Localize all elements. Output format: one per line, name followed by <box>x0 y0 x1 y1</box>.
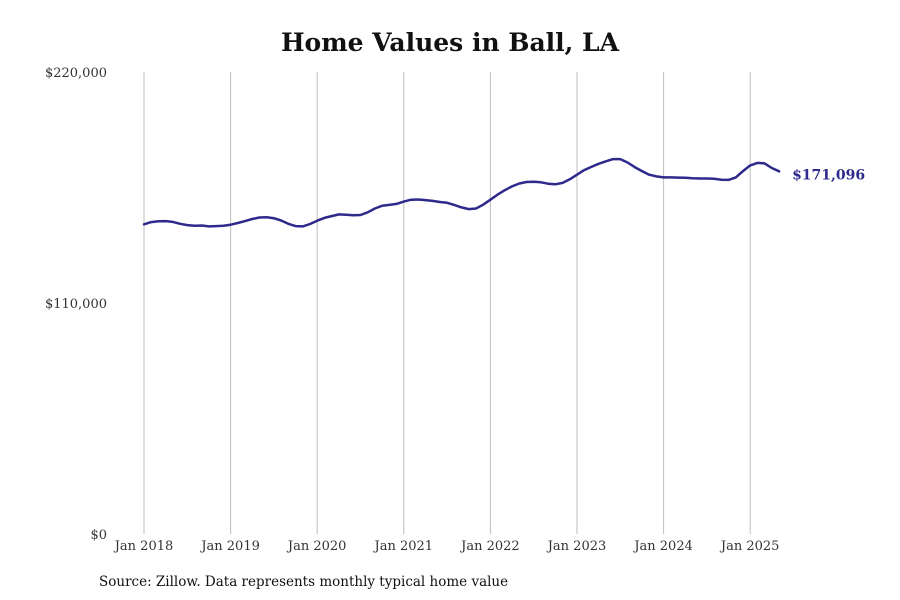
x-axis-ticks: Jan 2018 Jan 2019 Jan 2020 Jan 2021 Jan 2022… <box>113 539 780 554</box>
x-tick-label: Jan 2021 <box>373 539 434 554</box>
x-tick-label: Jan 2018 <box>113 539 174 554</box>
chart-title: Home Values in Ball, LA <box>280 28 620 57</box>
y-tick-label: $110,000 <box>45 297 107 312</box>
gridlines <box>143 72 751 534</box>
x-tick-label: Jan 2024 <box>632 539 693 554</box>
annotations: $171,096 <box>792 168 865 184</box>
y-tick-label: $220,000 <box>45 66 107 81</box>
last-value-label: $171,096 <box>792 168 865 184</box>
x-tick-label: Jan 2022 <box>459 539 520 554</box>
series <box>142 157 781 228</box>
series-line <box>142 157 781 228</box>
x-tick-label: Jan 2019 <box>199 539 260 554</box>
x-tick-label: Jan 2025 <box>719 539 780 554</box>
x-tick-label: Jan 2020 <box>286 539 347 554</box>
source-note: Source: Zillow. Data represents monthly … <box>99 574 509 590</box>
y-tick-label: $0 <box>90 528 107 543</box>
x-tick-label: Jan 2023 <box>546 539 607 554</box>
y-axis-ticks: $0 $110,000 $220,000 <box>45 66 107 543</box>
